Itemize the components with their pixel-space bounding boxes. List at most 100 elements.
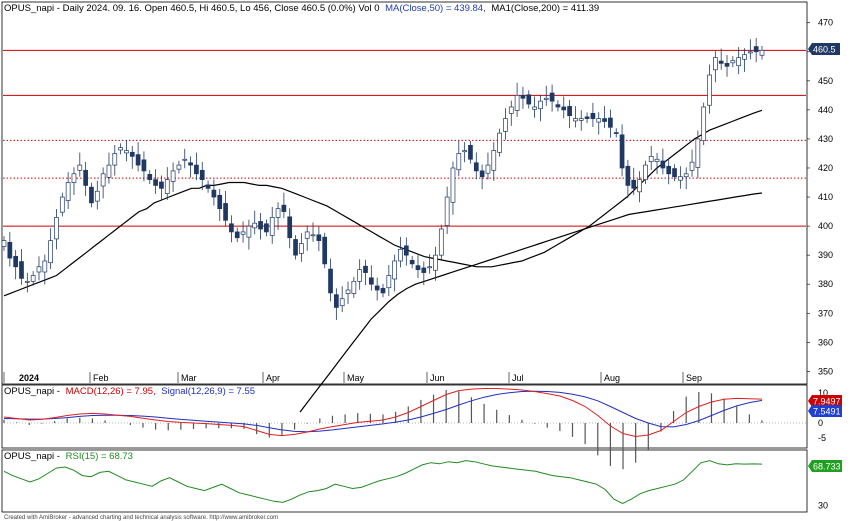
price-tick-label: 420 [818, 163, 833, 173]
candle-body [351, 280, 357, 294]
candle-body [258, 221, 263, 230]
candle [514, 82, 520, 117]
candle-body [637, 179, 642, 193]
signal-line [3, 390, 763, 433]
candle-body [444, 196, 450, 226]
rsi-tick-label: 30 [818, 501, 828, 511]
candle [176, 160, 182, 174]
candle-body [339, 298, 345, 307]
candle [555, 100, 561, 112]
candle [392, 254, 398, 292]
candle [433, 246, 438, 281]
candle [322, 232, 328, 269]
candle [549, 84, 555, 112]
candle [759, 45, 765, 60]
candle-body [124, 150, 129, 154]
signal-label: Signal(12,26,9) = 7.55 [161, 386, 255, 397]
candle-body [421, 267, 427, 273]
candle [89, 182, 94, 208]
price-tick-label: 380 [818, 279, 833, 289]
candle [42, 254, 48, 285]
macd-badge-text: 7.9497 [813, 397, 841, 407]
candle [65, 172, 71, 209]
candle-body [666, 165, 672, 175]
candle [36, 256, 42, 281]
candle [538, 94, 543, 122]
candle [334, 288, 339, 320]
candle [438, 224, 444, 260]
candle [602, 106, 607, 128]
candle-body [386, 275, 392, 289]
candle [713, 51, 718, 83]
month-label: Apr [266, 373, 280, 383]
candle [211, 179, 217, 206]
price-tick-label: 370 [818, 308, 833, 318]
candle [368, 265, 374, 291]
month-label: Sep [686, 373, 702, 383]
candle-body [264, 223, 269, 233]
candle [520, 86, 526, 109]
candle-body [322, 236, 328, 265]
candle [398, 236, 403, 268]
candle-body [578, 118, 584, 121]
candle [497, 128, 502, 157]
candle-body [485, 164, 491, 174]
candle-body [310, 234, 316, 237]
ma200-label: MA1(Close,200) = 411.39 [491, 3, 599, 14]
candle [30, 271, 36, 286]
candle [578, 110, 584, 131]
candle-body [363, 265, 368, 273]
candle-body [170, 170, 176, 182]
candle [456, 140, 462, 177]
candle [293, 235, 298, 260]
candle-body [660, 160, 666, 169]
price-tick-label: 360 [818, 337, 833, 347]
candle [386, 265, 392, 297]
candle [596, 112, 602, 135]
candle-body [549, 92, 555, 102]
candle-body [299, 243, 304, 254]
candle [246, 219, 252, 250]
candle-body [30, 275, 36, 282]
rsi-label: RSI(15) = 68.73 [66, 451, 133, 462]
candle [164, 167, 170, 200]
candle-body [188, 162, 193, 166]
candle [503, 108, 508, 140]
candle-body [398, 248, 403, 262]
candle-body [508, 106, 514, 114]
candle-body [497, 132, 502, 153]
candle-body [275, 208, 281, 218]
candle-body [223, 203, 228, 221]
candle [631, 167, 637, 195]
candle [625, 159, 631, 198]
candle-body [596, 118, 602, 123]
candle-body [77, 164, 83, 171]
price-tick-label: 430 [818, 134, 833, 144]
candle [94, 180, 100, 210]
candle-body [683, 173, 689, 178]
candle [567, 100, 572, 129]
candle [188, 156, 193, 178]
candle [654, 152, 660, 175]
candle [316, 226, 322, 252]
candle-body [759, 49, 765, 56]
candle-body [246, 225, 252, 238]
candle-body [194, 164, 199, 175]
candle [491, 142, 497, 181]
price-panel [1, 1, 808, 385]
candle [182, 148, 188, 169]
candle [59, 192, 65, 217]
macd-symbol: OPUS_napi - [4, 386, 60, 397]
candle [672, 164, 677, 182]
rsi-badge-text: 68.733 [813, 462, 841, 472]
candle [462, 142, 467, 163]
candle-body [380, 287, 386, 294]
candle-body [724, 63, 730, 67]
candle [112, 145, 118, 176]
candle [485, 152, 491, 180]
candle [199, 161, 205, 191]
candle [357, 259, 363, 290]
candle-body [613, 132, 619, 134]
candle-body [374, 285, 380, 291]
